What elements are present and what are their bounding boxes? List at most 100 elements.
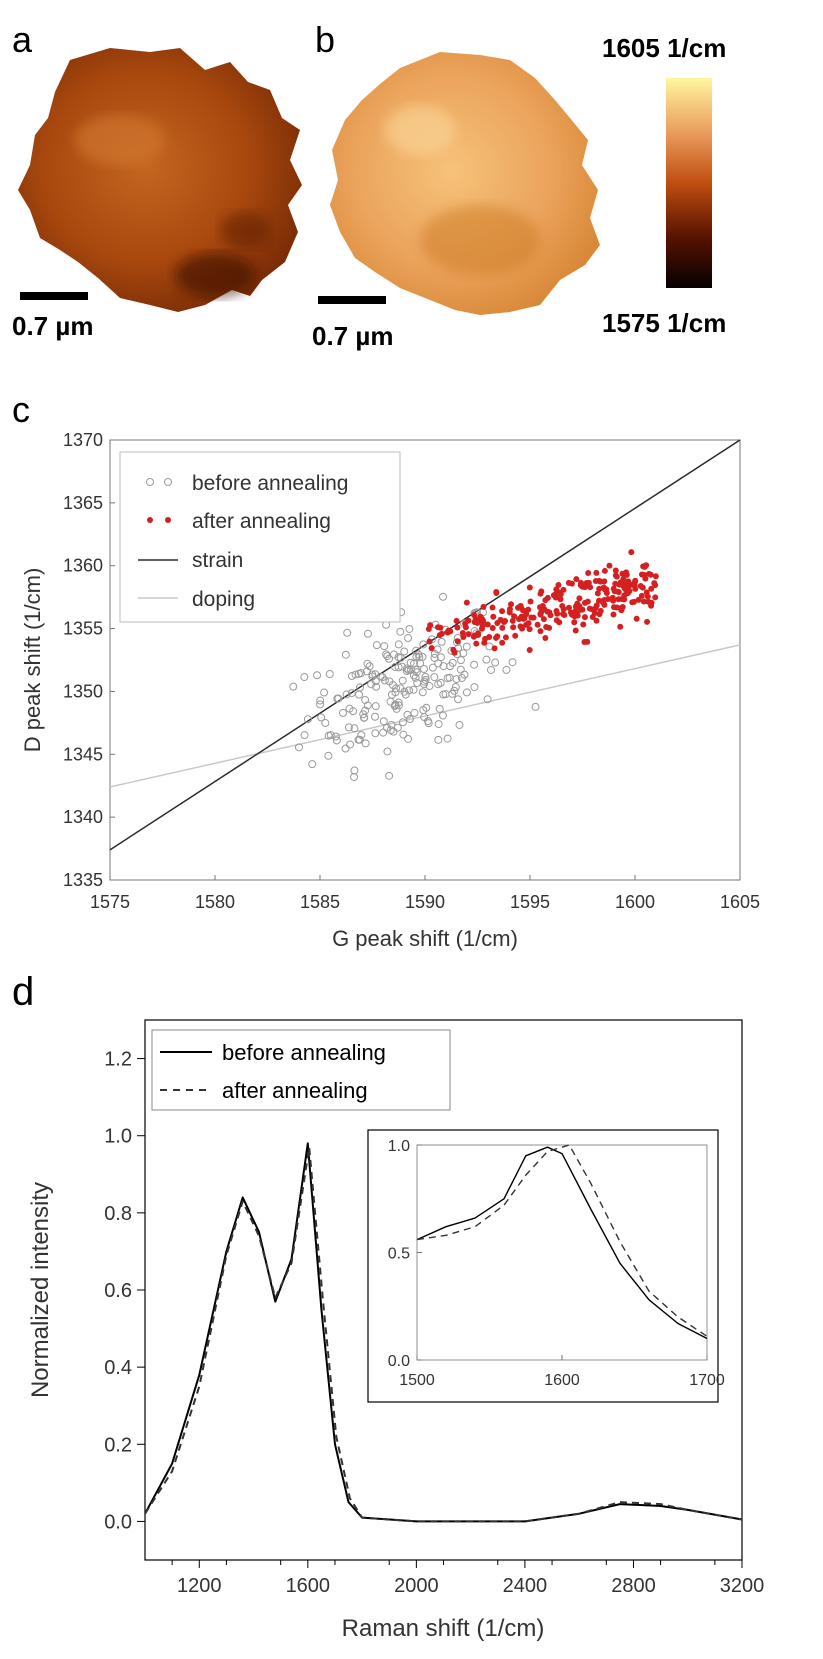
point-after (475, 631, 482, 638)
legend-after-label: after annealing (192, 510, 331, 533)
x-tick-label-c: 1585 (300, 892, 340, 912)
point-after (438, 630, 445, 637)
point-after (517, 623, 524, 630)
point-before (419, 640, 428, 649)
point-before (430, 673, 439, 682)
point-after (644, 593, 651, 600)
point-before (354, 669, 363, 678)
point-after (572, 627, 579, 634)
point-before (332, 736, 341, 745)
point-before (308, 760, 317, 769)
point-after (610, 611, 617, 618)
point-after (595, 597, 602, 604)
point-after (454, 638, 461, 645)
point-after (434, 624, 441, 631)
point-after (428, 645, 435, 652)
inset-x-tick-label: 1700 (689, 1372, 725, 1389)
point-after (584, 598, 591, 605)
point-before (349, 707, 358, 716)
point-before (355, 690, 364, 699)
point-before (482, 655, 491, 664)
point-after (616, 581, 623, 588)
point-after (463, 599, 470, 606)
inset-chart: 1500 1600 1700 0.0 0.5 1.0 (367, 1129, 725, 1403)
point-before (370, 712, 379, 721)
point-before (342, 690, 351, 699)
x-tick-label-c: 1580 (195, 892, 235, 912)
y-axis-label-c: D peak shift (1/cm) (20, 568, 45, 753)
point-before (416, 659, 425, 668)
scalebar-label-b: 0.7 µm (312, 321, 393, 351)
point-after (537, 628, 544, 635)
point-after (538, 588, 545, 595)
point-before (394, 701, 403, 710)
point-after (510, 624, 517, 631)
point-after (593, 617, 600, 624)
point-before (389, 650, 398, 659)
point-after (509, 617, 516, 624)
point-before (303, 715, 312, 724)
inset-y-tick-label: 0.0 (388, 1353, 410, 1370)
x-tick-label-c: 1600 (615, 892, 655, 912)
point-before (421, 672, 430, 681)
point-before (399, 730, 408, 739)
point-after (499, 608, 506, 615)
point-after (427, 622, 434, 629)
point-before (350, 766, 359, 775)
legend-doping-label: doping (192, 588, 255, 611)
point-after (491, 645, 498, 652)
point-before (483, 695, 492, 704)
point-after (648, 585, 655, 592)
point-after (641, 572, 648, 579)
point-before (300, 673, 309, 682)
point-after (557, 596, 564, 603)
map-b (330, 52, 600, 315)
point-after (565, 604, 572, 611)
point-before (331, 732, 340, 741)
y-tick-label-d: 1.0 (104, 1126, 132, 1148)
point-before (404, 634, 413, 643)
point-after (644, 618, 651, 625)
point-after (640, 563, 647, 570)
series-after-line (144, 1146, 743, 1523)
point-after (651, 580, 658, 587)
point-after (581, 638, 588, 645)
point-before (396, 653, 405, 662)
colorbar-max-label: 1605 1/cm (602, 33, 726, 63)
point-after (511, 613, 518, 620)
point-after (652, 573, 659, 580)
strain-line (109, 439, 741, 851)
point-before (448, 689, 457, 698)
point-before (459, 649, 468, 658)
point-after (633, 615, 640, 622)
point-after (601, 578, 608, 585)
point-after (560, 606, 567, 613)
x-tick-label-d: 2800 (611, 1575, 656, 1597)
inset-frame (367, 1129, 719, 1403)
scatter-chart: 1575 1580 1585 1590 1595 1600 1605 1335 1340 1345… (20, 430, 760, 951)
point-after (481, 639, 488, 646)
point-after (517, 603, 524, 610)
y-tick-label-c: 1370 (63, 430, 103, 450)
point-after (589, 614, 596, 621)
point-after (537, 610, 544, 617)
point-before (397, 662, 406, 671)
point-after (618, 596, 625, 603)
y-tick-label-c: 1350 (63, 681, 103, 701)
point-after (542, 634, 549, 641)
point-after (640, 598, 647, 605)
point-after (604, 595, 611, 602)
y-tick-label-c: 1365 (63, 493, 103, 513)
point-after (609, 594, 616, 601)
point-before (430, 653, 439, 662)
point-after (534, 621, 541, 628)
point-before (400, 647, 409, 656)
point-after (610, 604, 617, 611)
point-before (326, 731, 335, 740)
point-after (593, 569, 600, 576)
spectrum-chart: 1200 1600 2000 2400 2800 3200 0.0 0.2 0.4 0.6 0.8 1… (27, 1019, 764, 1642)
point-after (623, 587, 630, 594)
point-before (357, 730, 366, 739)
point-after (502, 634, 509, 641)
point-after (499, 639, 506, 646)
